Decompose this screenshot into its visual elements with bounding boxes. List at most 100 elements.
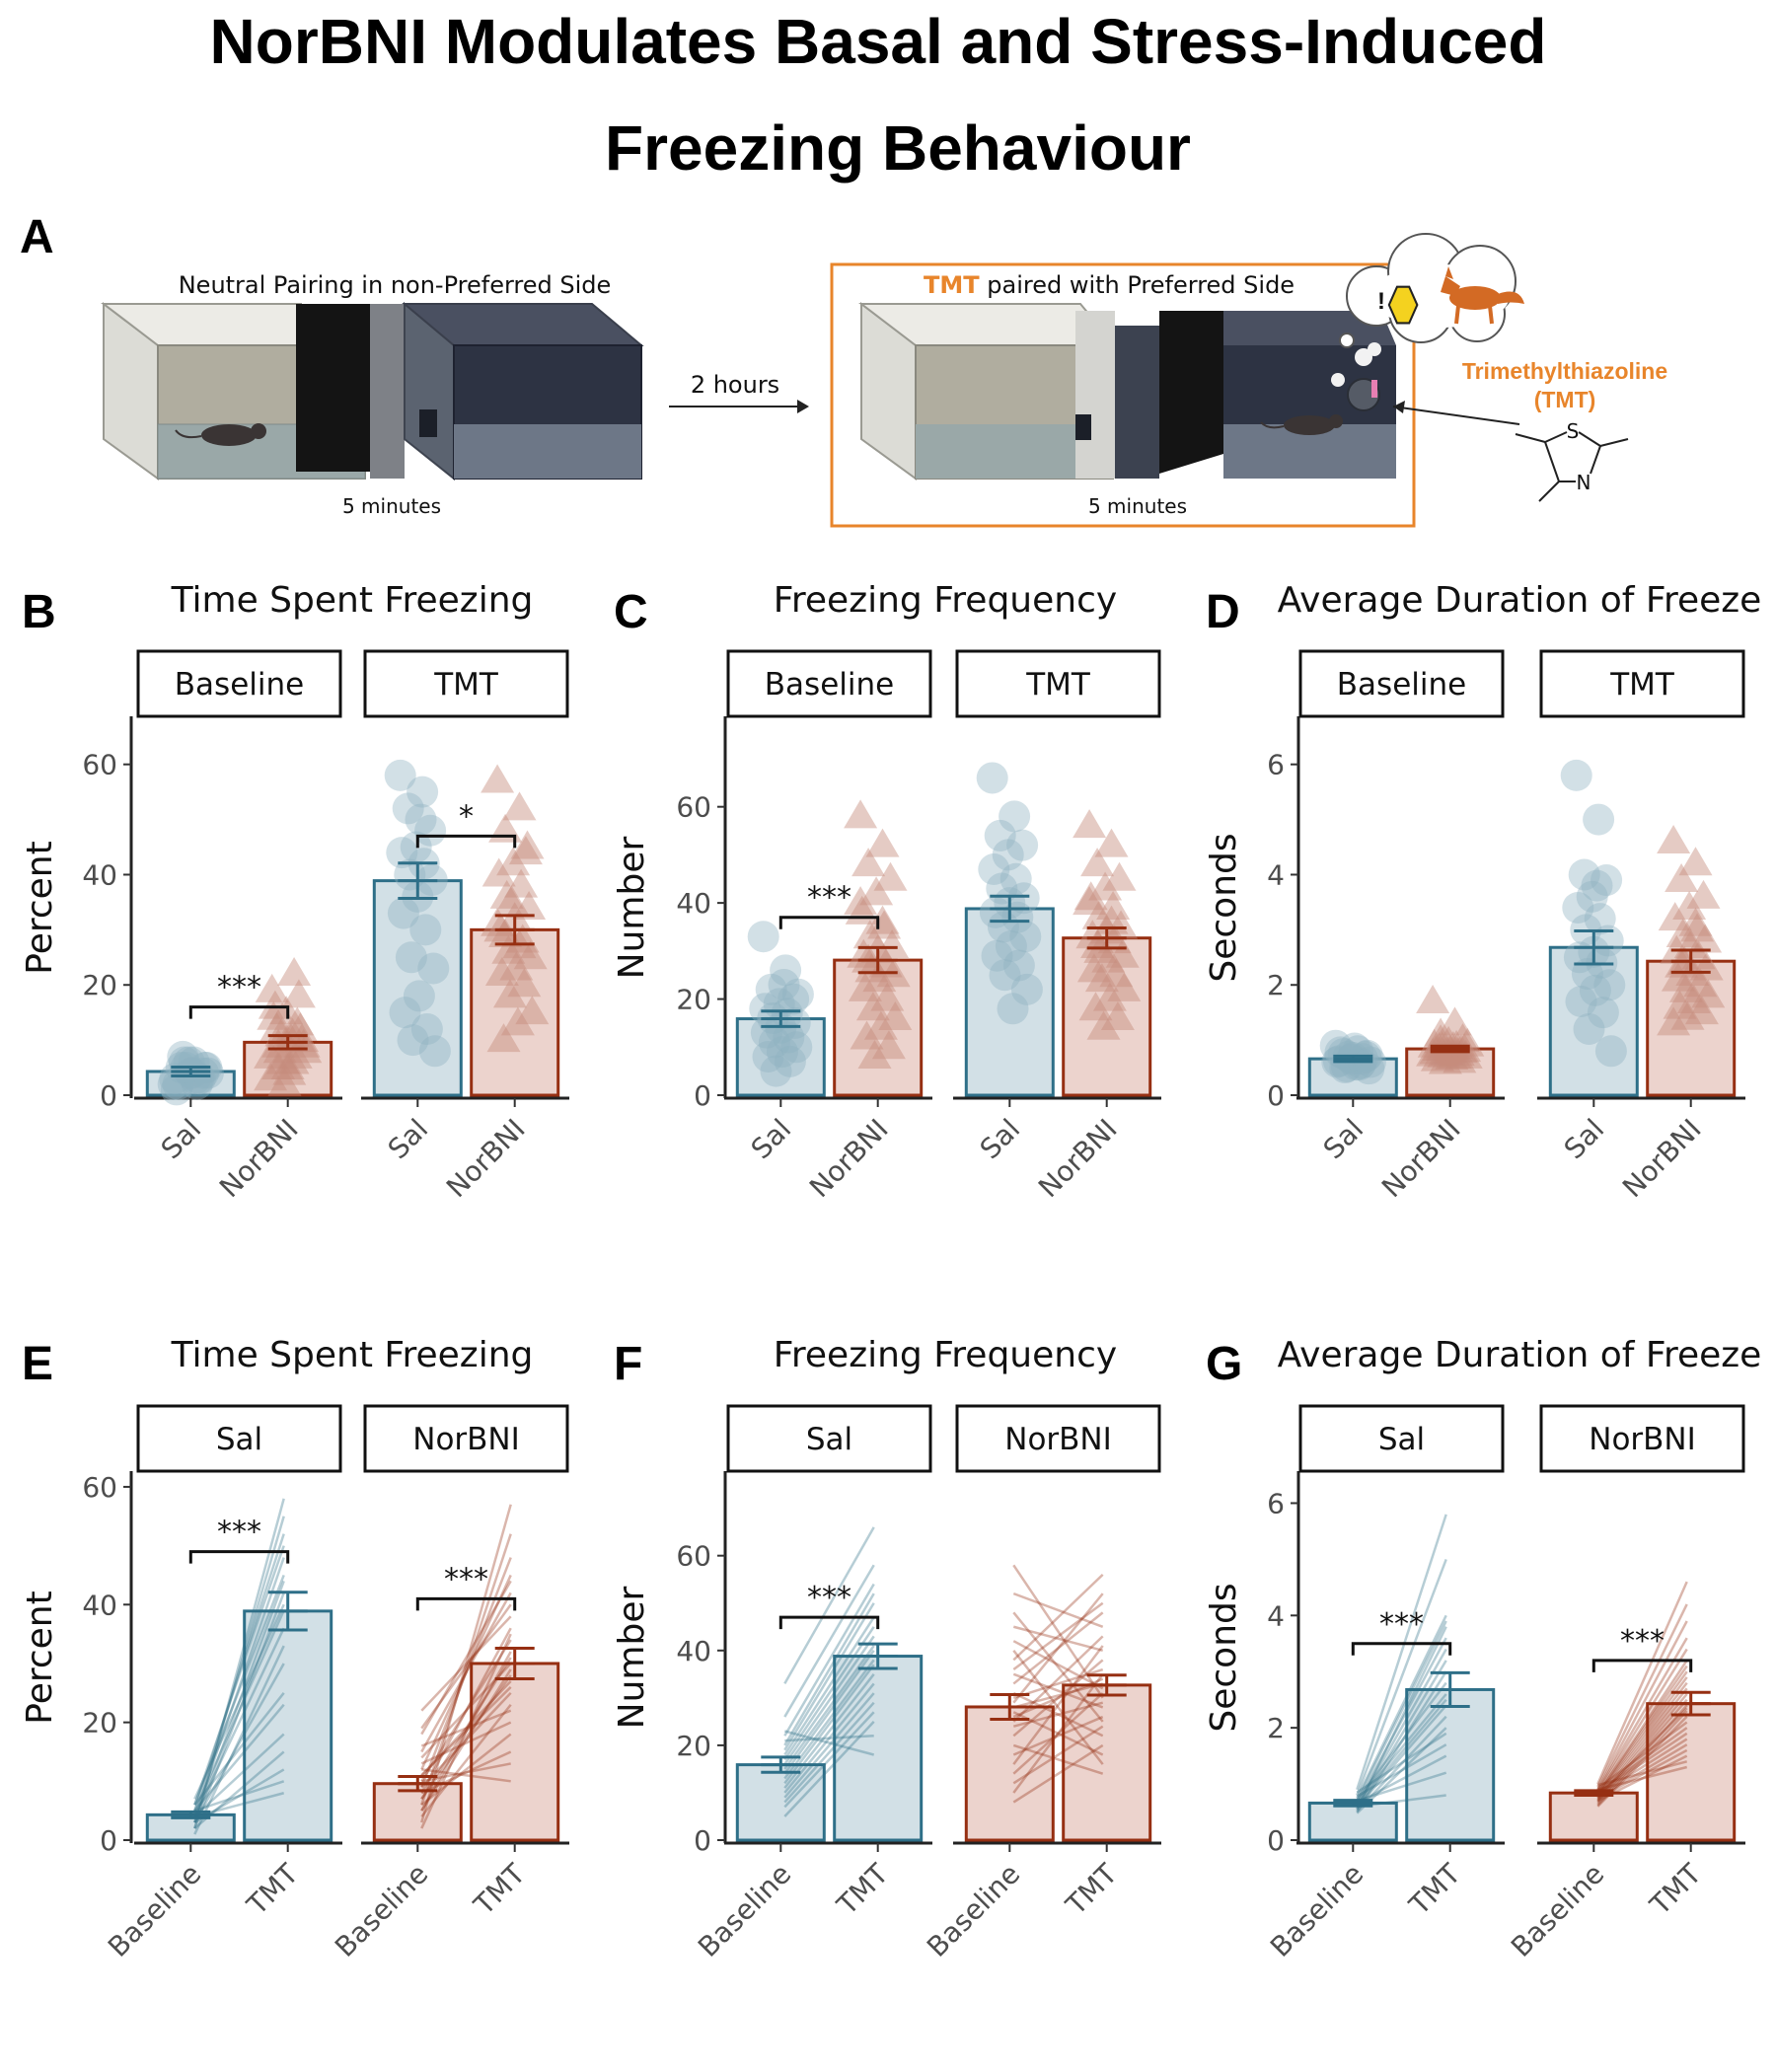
paired-line <box>1596 1676 1688 1798</box>
paired-line <box>193 1645 285 1835</box>
data-point-circle <box>780 1031 813 1064</box>
data-point-triangle <box>264 1017 299 1047</box>
data-point-circle <box>770 954 802 987</box>
data-point-circle <box>1319 1029 1352 1062</box>
y-tick-label: 0 <box>1267 1824 1285 1857</box>
paired-line <box>1596 1681 1688 1800</box>
data-point-triangle <box>1438 1006 1472 1036</box>
panel-title: Freezing Frequency <box>774 580 1117 621</box>
data-point-triangle <box>1657 824 1691 853</box>
data-point-triangle <box>265 1045 300 1074</box>
y-tick-label: 2 <box>1267 1712 1285 1744</box>
bar-sal <box>1307 1057 1398 1097</box>
y-tick-label: 0 <box>1267 1079 1285 1112</box>
schematic-panel-a: A Neutral Pairing in non-Preferred Side … <box>20 211 1667 528</box>
paired-line <box>1356 1620 1447 1802</box>
warning-icon <box>1387 285 1419 325</box>
paired-line <box>1356 1614 1447 1799</box>
paired-line <box>1012 1625 1104 1653</box>
significance-label: * <box>459 799 474 834</box>
data-point-circle <box>386 837 418 869</box>
data-point-circle <box>766 1036 798 1069</box>
y-axis-label: Seconds <box>1204 1583 1244 1732</box>
data-point-circle <box>418 1035 451 1068</box>
paired-line <box>420 1504 512 1823</box>
data-point-triangle <box>1424 1017 1458 1047</box>
paired-line <box>1356 1626 1447 1811</box>
facet-strip-label: Baseline <box>765 667 894 703</box>
paired-line <box>1356 1637 1447 1805</box>
paired-line <box>420 1557 512 1788</box>
facet-strip-label: Sal <box>1378 1422 1425 1457</box>
bar-norbni <box>1062 936 1152 1097</box>
data-point-triangle <box>1092 982 1127 1011</box>
facet-strip <box>1539 1404 1745 1473</box>
chem-name-line1: Trimethylthiazoline <box>1462 358 1667 384</box>
data-point-circle <box>178 1046 210 1078</box>
data-point-triangle <box>507 968 542 998</box>
panel-title: Freezing Frequency <box>774 1335 1117 1375</box>
data-point-circle <box>995 929 1027 962</box>
facet-strip-label: Sal <box>216 1422 262 1457</box>
bar-sal <box>372 879 463 1097</box>
y-tick-label: 60 <box>82 1471 117 1504</box>
data-point-circle <box>747 921 779 953</box>
paired-line <box>783 1650 875 1775</box>
data-point-triangle <box>275 1017 310 1047</box>
pointer-arrow-head <box>1393 401 1405 413</box>
y-tick-label: 40 <box>82 858 117 891</box>
panel-label: E <box>22 1338 53 1390</box>
paired-line <box>1012 1592 1104 1704</box>
paired-line <box>420 1680 512 1777</box>
data-point-circle <box>774 1045 806 1077</box>
bar-tmt <box>1062 1683 1152 1842</box>
data-point-triangle <box>483 913 518 942</box>
paired-line <box>1356 1732 1447 1794</box>
data-point-triangle <box>865 828 900 857</box>
facet-strip-label: TMT <box>433 667 499 703</box>
data-point-triangle <box>1084 963 1119 993</box>
panel-e: E Time Spent Freezing 0 20 40 60 Percent Sal ***… <box>20 1335 569 1963</box>
y-tick-label: 40 <box>676 1635 711 1667</box>
facet-sal: Sal *** Baseline TMT <box>692 1404 932 1963</box>
significance-bracket <box>1351 1642 1452 1656</box>
data-point-triangle <box>496 847 531 876</box>
data-point-circle <box>999 800 1031 833</box>
data-point-circle <box>403 980 435 1012</box>
paired-line <box>420 1703 512 1817</box>
data-point-circle <box>1006 829 1039 861</box>
paired-line <box>421 1768 511 1783</box>
data-point-triangle <box>1099 958 1134 988</box>
panel-f: F Freezing Frequency 0 20 40 60 Number Sal *** Ba… <box>612 1335 1161 1963</box>
x-tick-label: Sal <box>155 1113 208 1166</box>
data-point-circle <box>1568 858 1600 891</box>
paired-line <box>193 1591 285 1829</box>
paired-line <box>420 1615 512 1712</box>
paired-line <box>1596 1660 1688 1796</box>
fox-icon <box>1441 266 1524 325</box>
data-point-triangle <box>255 973 289 1002</box>
data-point-triangle <box>1684 996 1719 1025</box>
paired-line <box>783 1645 875 1770</box>
data-point-triangle <box>1075 920 1110 949</box>
data-point-triangle <box>1073 881 1108 911</box>
data-point-circle <box>999 862 1032 895</box>
panel-title: Time Spent Freezing <box>171 580 534 621</box>
data-point-triangle <box>1091 943 1126 973</box>
x-tick-label: Baseline <box>921 1858 1026 1963</box>
paired-line <box>1012 1611 1104 1685</box>
data-point-triangle <box>285 1023 320 1053</box>
right-caption-tmt: TMT <box>924 271 980 299</box>
facet-baseline: Baseline *** Sal NorBNI <box>724 649 932 1204</box>
paired-line <box>420 1533 512 1806</box>
data-point-circle <box>407 776 439 808</box>
data-point-circle <box>752 1041 784 1073</box>
x-tick-label: NorBNI <box>1616 1113 1708 1205</box>
data-point-triangle <box>1416 985 1450 1013</box>
paired-line <box>783 1673 875 1789</box>
paired-line <box>784 1735 874 1742</box>
paired-line <box>783 1626 875 1761</box>
paired-line <box>783 1682 875 1794</box>
bar-baseline <box>964 1705 1055 1842</box>
paired-line <box>193 1603 285 1800</box>
